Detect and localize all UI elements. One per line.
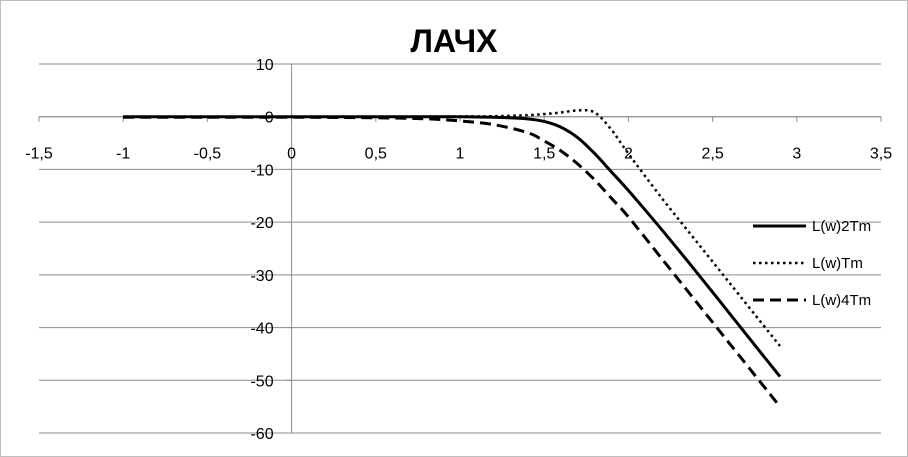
x-tick-label: 0,5 (365, 146, 387, 163)
x-tick-label: 1 (456, 146, 465, 163)
y-tick-label: 10 (256, 57, 274, 74)
series-line-dashed (123, 115, 782, 408)
legend: L(w)2Tm L(w)Tm L(w)4Tm (753, 218, 871, 309)
y-tick-label: -20 (250, 215, 273, 232)
x-tick-label: 2 (624, 146, 633, 163)
y-tick-label: -50 (250, 373, 273, 390)
y-tick-label: -60 (250, 426, 273, 443)
x-tick-label: 3,5 (870, 146, 892, 163)
y-tick-label: -30 (250, 268, 273, 285)
x-tick-label: 0 (287, 146, 296, 163)
x-tick-label: 1,5 (533, 146, 555, 163)
x-tick-label: -1,5 (25, 146, 53, 163)
chart-title: ЛАЧХ (411, 23, 499, 59)
legend-label: L(w)2Tm (812, 218, 871, 235)
y-tick-label: -40 (250, 321, 273, 338)
x-tick-label: 2,5 (701, 146, 723, 163)
axis-layer: 100-10-20-30-40-50-60-1,5 -1 -0,5 0 0,5 1 1,5 2… (25, 57, 892, 443)
x-tick-label: -1 (116, 146, 130, 163)
y-tick-label: -10 (250, 162, 273, 179)
legend-label: L(w)Tm (812, 255, 863, 272)
x-tick-label: 3 (792, 146, 801, 163)
x-tick-label: -0,5 (194, 146, 222, 163)
legend-label: L(w)4Tm (812, 292, 871, 309)
series-layer (123, 108, 782, 408)
